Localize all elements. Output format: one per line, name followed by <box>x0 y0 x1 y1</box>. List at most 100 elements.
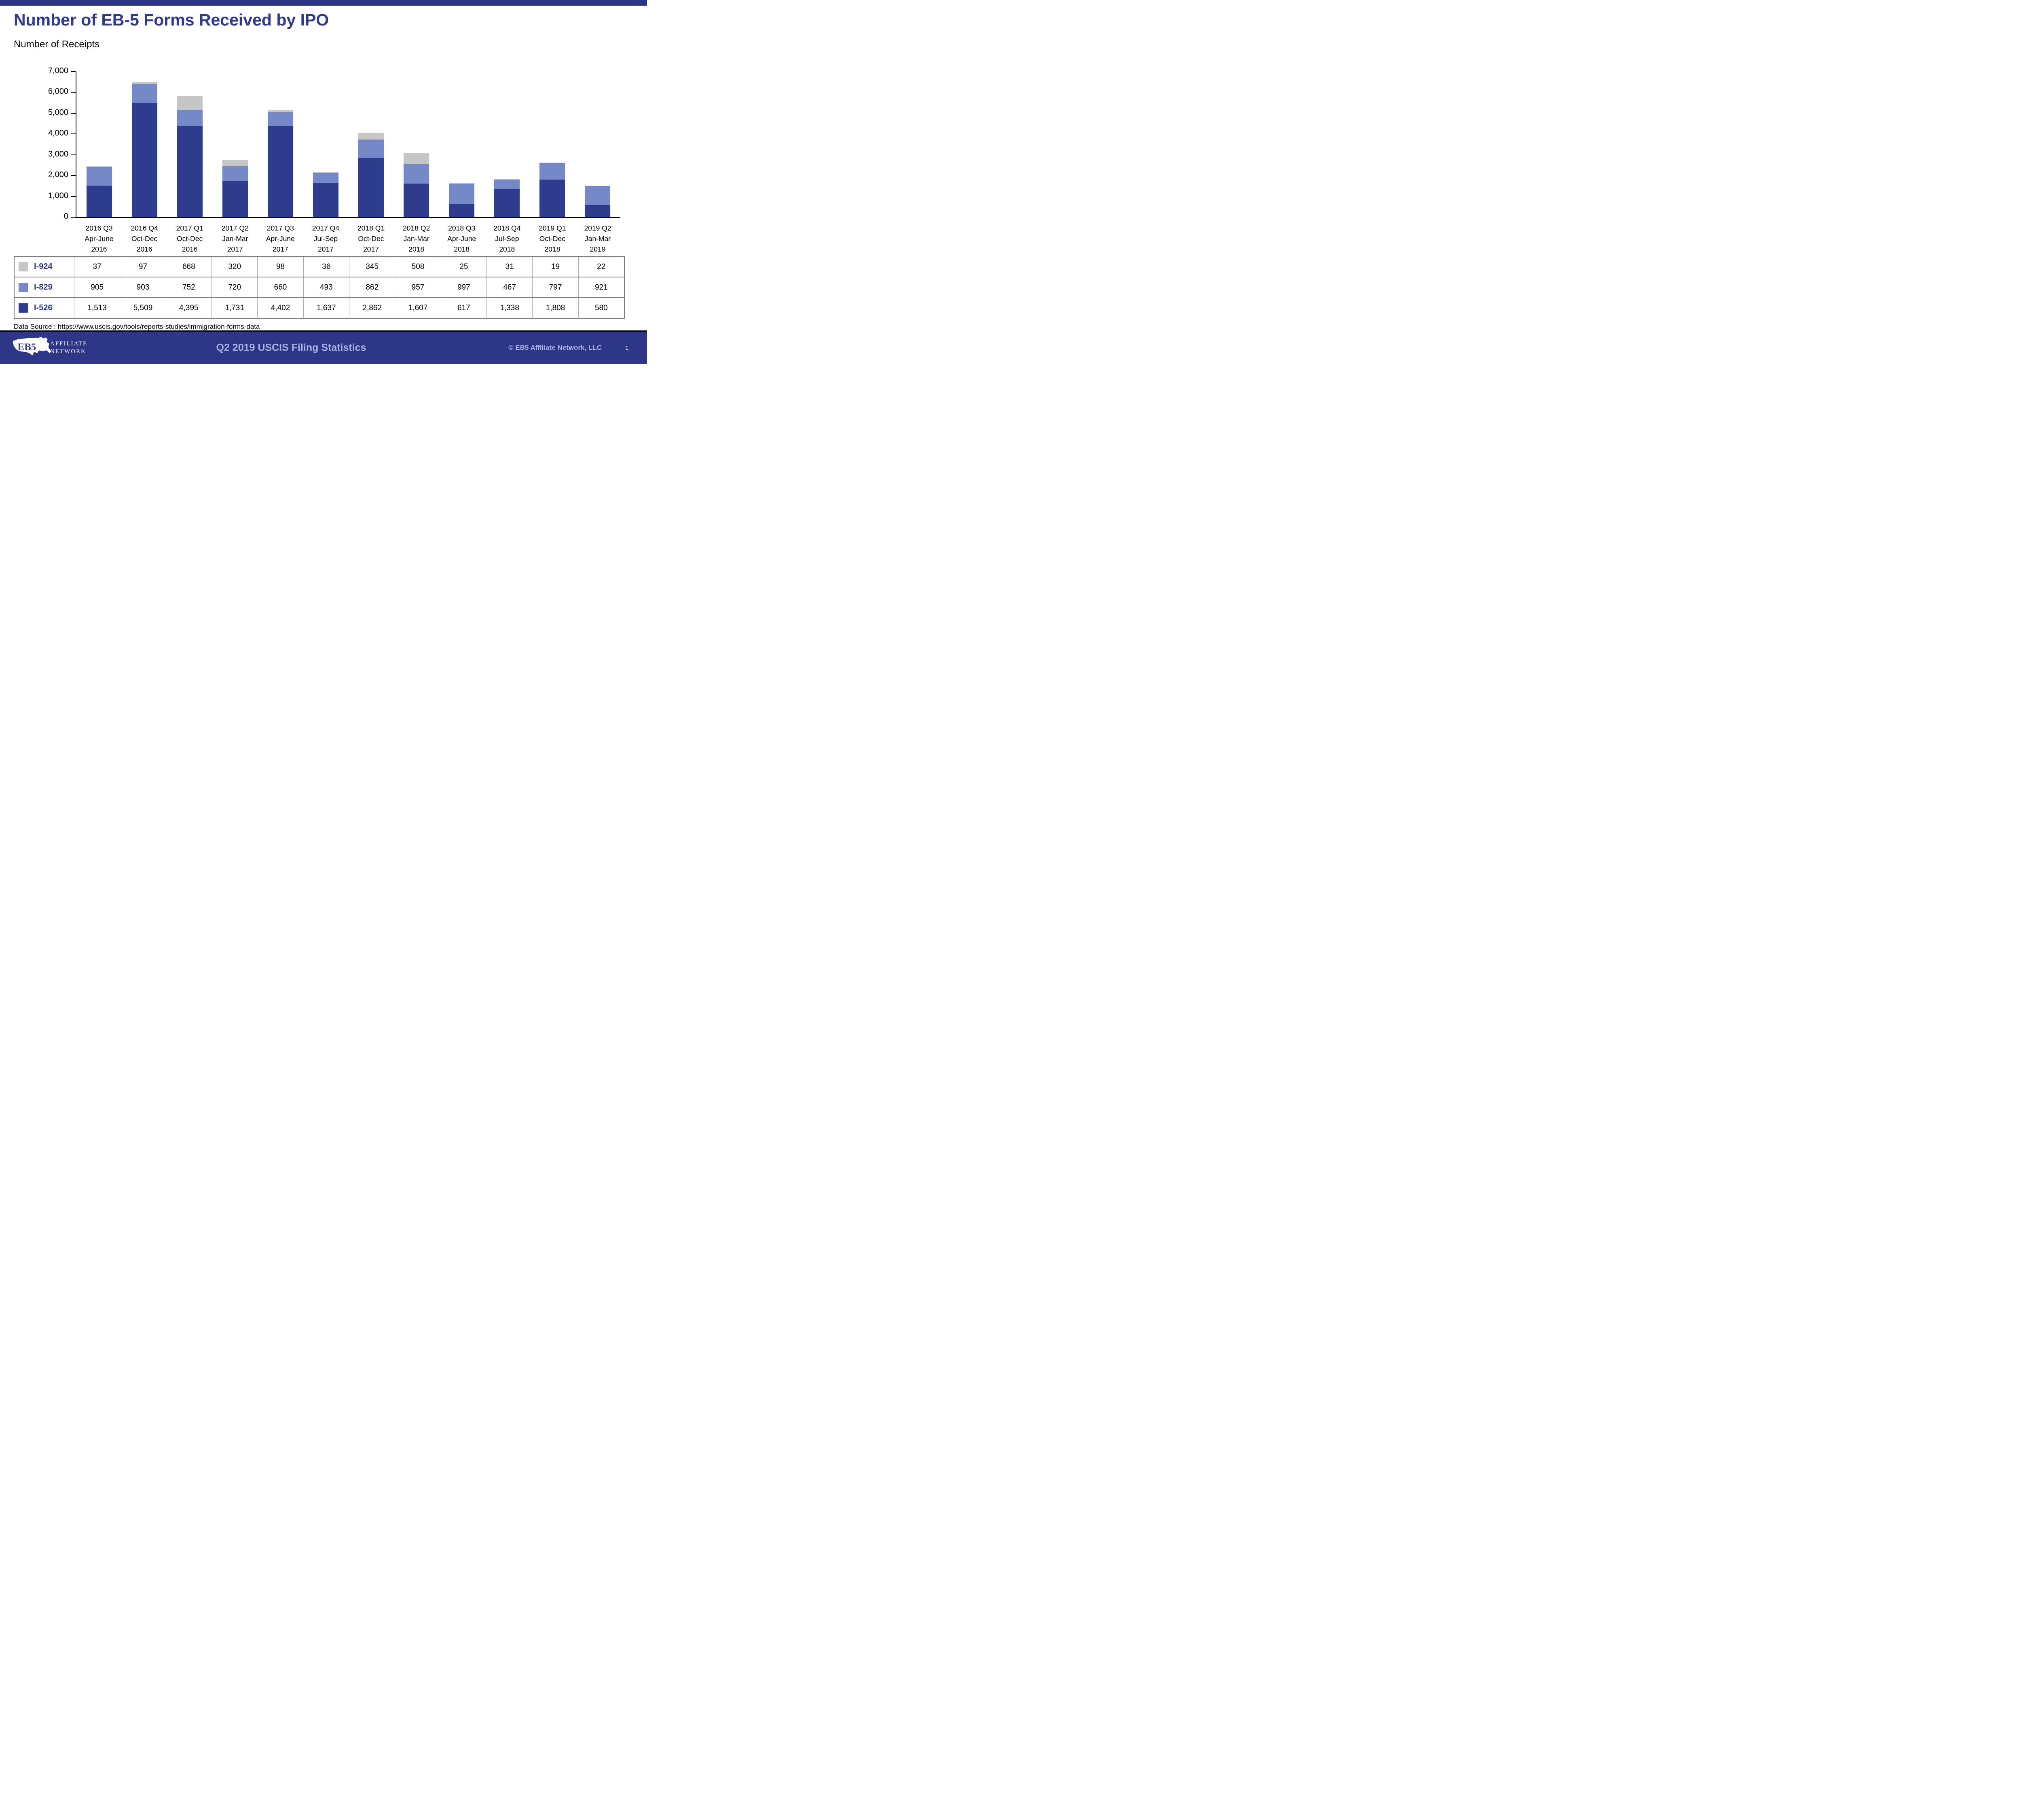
bar-segment-i-829 <box>494 180 520 190</box>
table-value-cell: 467 <box>486 277 533 297</box>
copyright-text: © EB5 Affiliate Network, LLC <box>508 344 602 351</box>
table-value-cell: 957 <box>395 277 441 297</box>
bar-segment-i-526 <box>222 181 248 217</box>
table-value-cell: 1,513 <box>74 297 120 318</box>
legend-label: I-526 <box>34 303 53 312</box>
x-axis-label-line: Jan-Mar <box>403 235 429 243</box>
table-value-cell: 345 <box>349 257 395 277</box>
stacked-bar <box>86 72 112 217</box>
footer-divider <box>0 330 647 332</box>
bar-segment-i-924 <box>177 96 203 110</box>
table-value-cell: 97 <box>120 257 165 277</box>
y-axis-tick <box>71 175 76 176</box>
x-axis-label-line: Oct-Dec <box>131 235 158 243</box>
logo-word-affiliate: AFFILIATE <box>50 341 88 347</box>
table-value-cell: 25 <box>440 257 486 277</box>
legend-cell-i-526: I-526 <box>15 297 74 318</box>
x-axis-label-line: 2018 <box>544 245 560 253</box>
x-axis-category-label: 2018 Q1 Oct-Dec 2017 <box>349 223 394 254</box>
x-axis-category-label: 2017 Q3 Apr-June 2017 <box>258 223 303 254</box>
x-axis-label-line: Apr-June <box>266 235 295 243</box>
bar-segment-i-924 <box>449 183 475 184</box>
bar-segment-i-526 <box>267 125 293 217</box>
eb5-affiliate-network-logo: EB5 AFFILIATE NETWORK <box>11 334 87 362</box>
y-axis-tick-label: 2,000 <box>48 170 68 180</box>
x-axis-category-label: 2016 Q4 Oct-Dec 2016 <box>122 223 167 254</box>
stacked-bar <box>539 72 565 217</box>
y-axis-tick-label: 1,000 <box>48 191 68 200</box>
bar-segment-i-924 <box>222 159 248 166</box>
x-axis-category-label: 2017 Q2 Jan-Mar 2017 <box>212 223 258 254</box>
bar-segment-i-526 <box>131 102 157 217</box>
bar-segment-i-829 <box>267 112 293 126</box>
x-axis-category-label: 2017 Q1 Oct-Dec 2016 <box>167 223 212 254</box>
top-accent-band <box>0 0 647 6</box>
x-axis-label-line: 2017 Q2 <box>221 224 249 232</box>
bar-segment-i-829 <box>539 163 565 180</box>
stacked-bar-chart-plot-area: 7,000 6,000 5,000 4,000 3,000 2,000 1,000 0 2016… <box>48 66 620 253</box>
bar-segment-i-829 <box>449 184 475 205</box>
x-axis-label-line: 2018 <box>408 245 425 253</box>
x-axis-category-label: 2016 Q3 Apr-June 2016 <box>76 223 122 254</box>
table-value-cell: 905 <box>74 277 120 297</box>
y-axis-tick <box>71 133 76 135</box>
y-axis-tick <box>71 92 76 93</box>
bar-segment-i-526 <box>449 204 475 217</box>
bar-segment-i-924 <box>313 172 338 173</box>
y-axis-tick-label: 3,000 <box>48 149 68 159</box>
x-axis-label-line: Apr-June <box>85 235 114 243</box>
bar-segment-i-829 <box>585 186 611 205</box>
bar-segment-i-829 <box>222 166 248 181</box>
y-axis-tick <box>71 154 76 155</box>
slide: Number of EB-5 Forms Received by IPO Num… <box>0 0 647 364</box>
y-axis-tick <box>71 71 76 72</box>
x-axis-label-line: Jul-Sep <box>495 235 519 243</box>
x-axis-label-line: 2019 Q2 <box>584 224 611 232</box>
x-axis-category-label: 2018 Q2 Jan-Mar 2018 <box>394 223 439 254</box>
stacked-bar <box>131 72 157 217</box>
y-axis-tick-label: 4,000 <box>48 129 68 138</box>
table-value-cell: 862 <box>349 277 395 297</box>
footer: EB5 AFFILIATE NETWORK Q2 2019 USCIS Fili… <box>0 332 647 364</box>
bar-segment-i-526 <box>86 186 112 217</box>
table-value-cell: 98 <box>257 257 303 277</box>
stacked-bar <box>222 72 248 217</box>
x-axis-label-line: Jan-Mar <box>222 235 248 243</box>
x-axis-label-line: Apr-June <box>447 235 476 243</box>
bar-segment-i-526 <box>358 157 384 217</box>
legend-swatch-i-829 <box>19 283 28 292</box>
logo-acronym: EB5 <box>18 342 36 353</box>
x-axis-label-line: Jan-Mar <box>584 235 611 243</box>
table-value-cell: 493 <box>303 277 349 297</box>
table-value-cell: 903 <box>120 277 166 297</box>
legend-label: I-829 <box>34 283 53 292</box>
table-value-cell: 720 <box>212 277 258 297</box>
page-number: 1 <box>625 345 628 351</box>
x-axis-label-line: 2016 Q4 <box>131 224 158 232</box>
x-axis-label-line: 2018 Q4 <box>493 224 521 232</box>
stacked-bar <box>585 72 611 217</box>
stacked-bar <box>494 72 520 217</box>
bar-segment-i-924 <box>494 179 520 180</box>
table-value-cell: 36 <box>303 257 349 277</box>
bar-segment-i-526 <box>494 189 520 217</box>
table-value-cell: 752 <box>165 277 212 297</box>
table-value-cell: 1,808 <box>532 297 578 318</box>
bar-segment-i-829 <box>131 84 157 103</box>
bar-segment-i-526 <box>404 184 429 217</box>
bar-segment-i-924 <box>131 82 157 84</box>
stacked-bar <box>267 72 293 217</box>
logo-wordmark: AFFILIATE NETWORK <box>50 340 87 356</box>
x-axis-label-line: 2017 Q4 <box>312 224 340 232</box>
y-axis-tick-label: 0 <box>63 212 68 221</box>
source-note: Data Source : https://www.uscis.gov/tool… <box>14 323 260 330</box>
x-axis-label-line: 2017 <box>317 245 334 253</box>
footer-title: Q2 2019 USCIS Filing Statistics <box>216 342 366 353</box>
x-axis-label-line: 2016 <box>182 245 198 253</box>
y-axis-title: Number of Receipts <box>14 39 100 50</box>
x-axis-category-label: 2017 Q4 Jul-Sep 2017 <box>303 223 348 254</box>
x-axis-label-line: 2018 Q1 <box>357 224 385 232</box>
x-axis-label-line: 2018 Q3 <box>448 224 476 232</box>
y-axis-tick <box>71 196 76 197</box>
y-axis-tick-label: 6,000 <box>48 87 68 96</box>
